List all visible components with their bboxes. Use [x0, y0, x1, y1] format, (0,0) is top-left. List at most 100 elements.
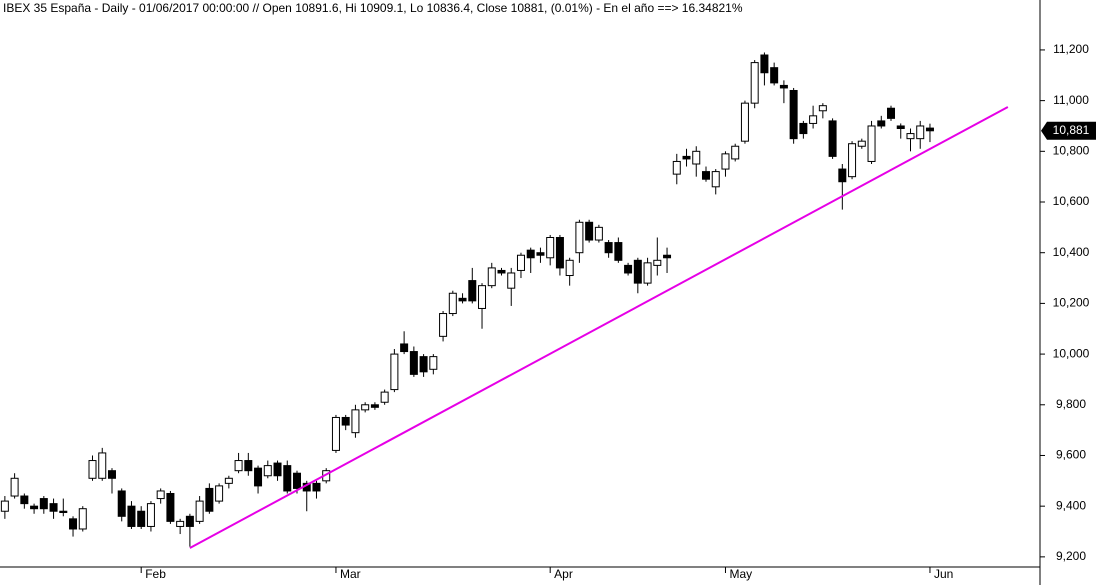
candle-body — [624, 264, 633, 274]
candle-body — [604, 242, 613, 254]
candle-body — [633, 259, 642, 284]
candle-body — [49, 503, 58, 512]
candle-body — [166, 492, 175, 522]
candle-body — [867, 125, 876, 162]
candle-body — [361, 404, 370, 411]
candle-body — [740, 102, 749, 142]
candle-body — [818, 105, 827, 112]
y-tick-label: 9,400 — [1056, 498, 1086, 512]
candle-body — [0, 500, 9, 512]
candle-body — [760, 54, 769, 74]
candle-body — [283, 465, 292, 492]
candle-body — [925, 127, 934, 132]
y-tick-label: 9,600 — [1056, 448, 1086, 462]
candle-body — [351, 409, 360, 434]
x-tick-label: Jun — [934, 567, 953, 581]
candle-body — [244, 460, 253, 472]
y-tick-label: 10,800 — [1053, 143, 1090, 157]
y-tick-label: 10,400 — [1053, 245, 1090, 259]
candle-body — [224, 477, 233, 484]
candle-body — [20, 495, 29, 505]
candle-body — [107, 470, 116, 479]
candle-body — [146, 503, 155, 527]
candle-body — [916, 125, 925, 140]
candle-body — [78, 508, 87, 530]
candle-body — [439, 313, 448, 337]
candle-body — [448, 292, 457, 315]
candle-body — [39, 498, 48, 510]
y-tick-label: 11,000 — [1053, 93, 1089, 107]
candle-body — [721, 153, 730, 170]
candle-body — [59, 510, 68, 514]
candle-body — [10, 477, 19, 497]
candle-body — [701, 171, 710, 180]
candle-body — [857, 140, 866, 147]
candle-body — [205, 487, 214, 512]
candle-body — [312, 482, 321, 492]
candle-body — [380, 391, 389, 403]
y-tick-label: 9,800 — [1056, 397, 1086, 411]
candle-body — [555, 236, 564, 269]
candle-body — [838, 168, 847, 183]
candle-body — [400, 343, 409, 353]
candle-body — [779, 84, 788, 89]
trendline — [189, 106, 1009, 549]
candle-body — [507, 272, 516, 289]
candle-body — [887, 107, 896, 119]
candle-body — [643, 262, 652, 284]
x-tick-label: Feb — [145, 567, 166, 581]
y-tick-label: 10,000 — [1053, 346, 1090, 360]
candle-body — [906, 133, 915, 140]
last-price-flag — [1041, 121, 1096, 140]
candle-body — [263, 465, 272, 477]
candle-body — [98, 452, 107, 479]
candle-body — [30, 505, 39, 510]
x-tick-label: Mar — [340, 567, 361, 581]
candle-body — [672, 160, 681, 175]
candle-body — [331, 416, 340, 451]
candle-body — [848, 143, 857, 178]
last-price-label: 10,881 — [1053, 123, 1090, 137]
candle-body — [390, 353, 399, 391]
candle-body — [663, 254, 672, 259]
x-tick-label: Apr — [554, 567, 573, 581]
candle-body — [585, 221, 594, 241]
candle-body — [575, 221, 584, 254]
candle-body — [896, 125, 905, 130]
candle-body — [478, 285, 487, 309]
candle-body — [341, 416, 350, 426]
candle-body — [750, 62, 759, 104]
candle-body — [614, 242, 623, 261]
candle-body — [429, 356, 438, 370]
candle-body — [419, 356, 428, 373]
candle-body — [185, 515, 194, 527]
candle-body — [546, 236, 555, 259]
candle-body — [254, 467, 263, 487]
y-tick-label: 11,200 — [1053, 42, 1089, 56]
candle-body — [789, 89, 798, 140]
candle-body — [195, 500, 204, 522]
candle-body — [711, 171, 720, 188]
candle-body — [770, 67, 779, 84]
candle-body — [409, 351, 418, 375]
candle-body — [497, 269, 506, 274]
candle-body — [293, 472, 302, 489]
candle-body — [682, 155, 691, 160]
candle-body — [653, 259, 662, 266]
candle-body — [88, 460, 97, 479]
candle-body — [731, 145, 740, 160]
candle-body — [594, 226, 603, 241]
candle-body — [370, 404, 379, 408]
candle-body — [809, 115, 818, 124]
x-tick-label: May — [729, 567, 752, 581]
chart-title: IBEX 35 España - Daily - 01/06/2017 00:0… — [3, 1, 743, 15]
candle-body — [176, 520, 185, 527]
candle-body — [526, 249, 535, 259]
candle-body — [215, 485, 224, 502]
candle-body — [273, 462, 282, 477]
candle-body — [692, 150, 701, 165]
candle-body — [117, 490, 126, 517]
candle-body — [877, 120, 886, 127]
candle-body — [565, 259, 574, 277]
